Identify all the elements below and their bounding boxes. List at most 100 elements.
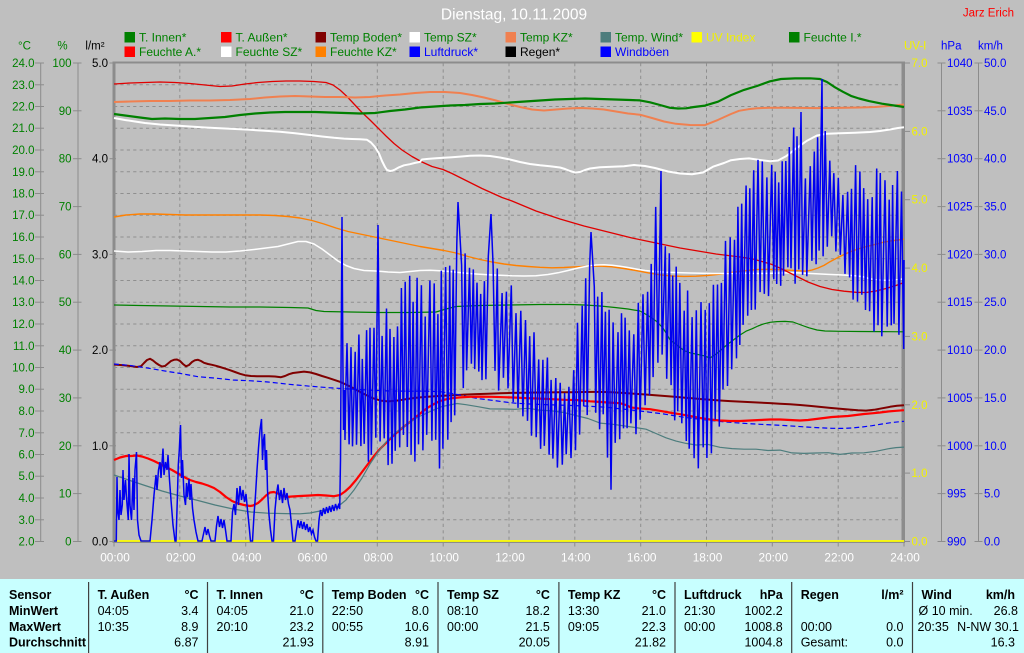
svg-text:UV-I: UV-I: [904, 41, 926, 53]
svg-text:24.0: 24.0: [12, 58, 34, 70]
svg-text:10.0: 10.0: [984, 441, 1006, 453]
svg-text:MinWert: MinWert: [9, 604, 59, 618]
svg-text:5.0: 5.0: [912, 195, 928, 207]
svg-text:1004.8: 1004.8: [744, 636, 782, 650]
svg-text:1025: 1025: [947, 202, 973, 214]
svg-text:km/h: km/h: [978, 41, 1003, 53]
svg-text:08:10: 08:10: [447, 604, 478, 618]
svg-text:21.82: 21.82: [635, 636, 666, 650]
svg-text:2.0: 2.0: [92, 345, 108, 357]
svg-text:22:00: 22:00: [824, 551, 854, 565]
svg-text:00:00: 00:00: [447, 620, 478, 634]
svg-text:°C: °C: [536, 588, 550, 602]
svg-text:0.0: 0.0: [886, 636, 903, 650]
svg-text:12:00: 12:00: [495, 551, 525, 565]
svg-text:00:00: 00:00: [100, 551, 130, 565]
svg-text:18:00: 18:00: [693, 551, 723, 565]
svg-text:6.87: 6.87: [174, 636, 198, 650]
svg-text:16.3: 16.3: [991, 636, 1015, 650]
svg-text:3.0: 3.0: [912, 331, 928, 343]
svg-text:UV Index: UV Index: [706, 31, 755, 45]
svg-text:T. Außen: T. Außen: [98, 588, 150, 602]
svg-text:9.0: 9.0: [19, 384, 35, 396]
svg-text:1040: 1040: [947, 58, 973, 70]
svg-text:990: 990: [947, 537, 966, 549]
svg-text:00:00: 00:00: [684, 620, 715, 634]
svg-text:14.0: 14.0: [12, 276, 34, 288]
svg-text:Dienstag, 10.11.2009: Dienstag, 10.11.2009: [441, 7, 587, 24]
svg-text:23.2: 23.2: [289, 620, 313, 634]
svg-text:35.0: 35.0: [984, 202, 1006, 214]
svg-text:Feuchte I.*: Feuchte I.*: [804, 31, 862, 45]
svg-text:°C: °C: [184, 588, 198, 602]
svg-text:21.5: 21.5: [526, 620, 550, 634]
svg-text:8.0: 8.0: [412, 604, 429, 618]
svg-text:1035: 1035: [947, 106, 973, 118]
svg-text:1010: 1010: [947, 345, 973, 357]
svg-text:21.0: 21.0: [289, 604, 313, 618]
svg-text:13.0: 13.0: [12, 297, 34, 309]
svg-text:10: 10: [59, 489, 72, 501]
svg-text:1008.8: 1008.8: [744, 620, 782, 634]
svg-text:6.0: 6.0: [19, 450, 35, 462]
svg-text:0.0: 0.0: [984, 537, 1000, 549]
svg-text:10.0: 10.0: [12, 363, 34, 375]
svg-text:12.0: 12.0: [12, 319, 34, 331]
svg-text:70: 70: [59, 202, 72, 214]
svg-text:°C: °C: [18, 41, 31, 53]
svg-text:17.0: 17.0: [12, 210, 34, 222]
svg-text:Windböen: Windböen: [615, 45, 669, 59]
svg-text:09:05: 09:05: [568, 620, 599, 634]
svg-text:Temp. Wind*: Temp. Wind*: [615, 31, 683, 45]
svg-text:20:35: 20:35: [918, 620, 949, 634]
svg-text:22.3: 22.3: [642, 620, 666, 634]
svg-text:00:55: 00:55: [332, 620, 363, 634]
svg-text:Luftdruck*: Luftdruck*: [424, 45, 478, 59]
svg-text:15.0: 15.0: [12, 254, 34, 266]
svg-text:1015: 1015: [947, 297, 973, 309]
svg-text:26.8: 26.8: [994, 604, 1018, 618]
svg-text:Luftdruck: Luftdruck: [684, 588, 742, 602]
svg-text:0.0: 0.0: [886, 620, 903, 634]
svg-text:30: 30: [59, 393, 72, 405]
svg-text:21.93: 21.93: [283, 636, 314, 650]
svg-text:4.0: 4.0: [912, 263, 928, 275]
svg-text:995: 995: [947, 489, 966, 501]
svg-text:8.91: 8.91: [405, 636, 429, 650]
svg-text:4.0: 4.0: [19, 493, 35, 505]
svg-text:Durchschnitt: Durchschnitt: [9, 636, 87, 650]
svg-text:40: 40: [59, 345, 72, 357]
svg-text:Gesamt:: Gesamt:: [801, 636, 848, 650]
svg-text:Regen*: Regen*: [520, 45, 560, 59]
svg-text:14:00: 14:00: [561, 551, 591, 565]
svg-text:8.0: 8.0: [19, 406, 35, 418]
svg-text:1020: 1020: [947, 249, 973, 261]
svg-text:50: 50: [59, 297, 72, 309]
svg-text:20.05: 20.05: [519, 636, 550, 650]
svg-text:10:35: 10:35: [98, 620, 129, 634]
svg-text:l/m²: l/m²: [881, 588, 903, 602]
svg-text:°C: °C: [652, 588, 666, 602]
svg-text:Feuchte KZ*: Feuchte KZ*: [330, 45, 397, 59]
svg-text:2.0: 2.0: [19, 537, 35, 549]
svg-text:04:00: 04:00: [232, 551, 262, 565]
svg-text:10.6: 10.6: [405, 620, 429, 634]
svg-text:22:50: 22:50: [332, 604, 363, 618]
svg-text:0.0: 0.0: [92, 537, 108, 549]
svg-text:Wind: Wind: [922, 588, 952, 602]
svg-text:19.0: 19.0: [12, 167, 34, 179]
svg-text:20:10: 20:10: [217, 620, 248, 634]
svg-text:20.0: 20.0: [984, 345, 1006, 357]
svg-text:06:00: 06:00: [298, 551, 328, 565]
svg-text:5.0: 5.0: [19, 471, 35, 483]
svg-text:°C: °C: [300, 588, 314, 602]
svg-text:60: 60: [59, 249, 72, 261]
svg-text:T. Außen*: T. Außen*: [236, 31, 288, 45]
svg-text:08:00: 08:00: [364, 551, 394, 565]
svg-text:T. Innen*: T. Innen*: [139, 31, 187, 45]
svg-text:2.0: 2.0: [912, 400, 928, 412]
svg-text:%: %: [57, 41, 67, 53]
svg-text:1002.2: 1002.2: [744, 604, 782, 618]
svg-text:Temp SZ*: Temp SZ*: [424, 31, 477, 45]
svg-text:04:05: 04:05: [217, 604, 248, 618]
